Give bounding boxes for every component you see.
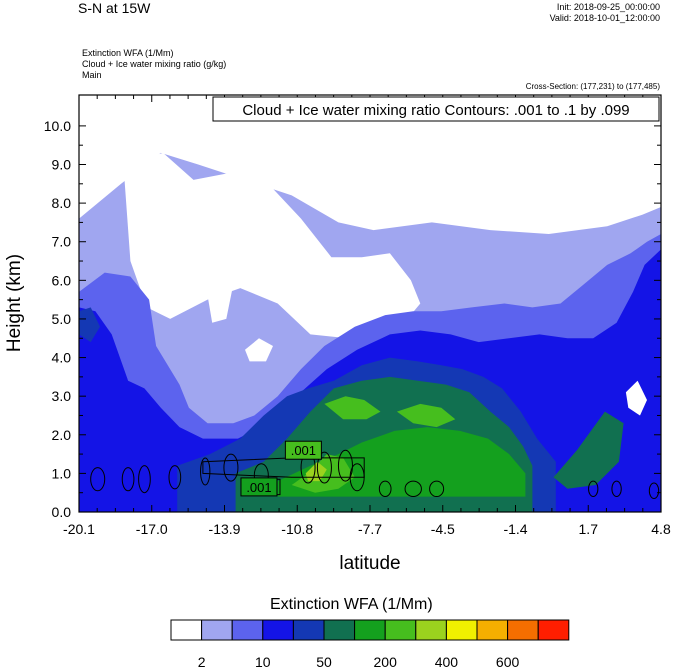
extinction-region-11 <box>553 411 624 489</box>
y-tick-label: 1.0 <box>52 465 72 481</box>
y-tick-label: 6.0 <box>52 272 72 288</box>
cloud-contour-cell-15 <box>611 480 622 498</box>
contour-label-box <box>284 440 322 460</box>
y-tick-label: 5.0 <box>52 311 72 327</box>
y-tick-label: 7.0 <box>52 234 72 250</box>
colorbar-swatch-4 <box>292 619 325 641</box>
extinction-region-10 <box>305 461 327 482</box>
colorbar-swatch-0 <box>170 619 203 641</box>
x-tick-label: -17.0 <box>136 521 168 537</box>
x-tick-label: -7.7 <box>358 521 382 537</box>
colorbar-label: 10 <box>255 654 271 668</box>
contour-label: .001 <box>291 443 316 458</box>
colorbar-swatch-12 <box>537 619 570 641</box>
colorbar-label: 2 <box>198 654 206 668</box>
colorbar-swatch-1 <box>201 619 233 641</box>
field-extinction: Extinction WFA (1/Mm) <box>82 48 174 58</box>
init-time: Init: 2018-09-25_00:00:00 <box>556 2 660 12</box>
x-tick-label: 1.7 <box>579 521 599 537</box>
cloud-contour-cell-12 <box>404 480 422 498</box>
cloud-contour-cell-3 <box>168 465 182 490</box>
x-tick-label: -10.8 <box>281 521 313 537</box>
field-cloud-ice: Cloud + Ice water mixing ratio (g/kg) <box>82 59 227 69</box>
cloud-contour-cell-11 <box>378 480 392 498</box>
colorbar-label: 200 <box>374 654 398 668</box>
contour-label-box <box>240 477 278 497</box>
contour-label: .001 <box>246 480 271 495</box>
x-tick-label: 4.8 <box>651 521 671 537</box>
y-tick-label: 10.0 <box>44 118 71 134</box>
extinction-region-14 <box>207 272 234 323</box>
y-tick-label: 0.0 <box>52 504 72 520</box>
main-title: S-N at 15W <box>78 0 151 16</box>
field-list: Extinction WFA (1/Mm) Cloud + Ice water … <box>82 48 226 81</box>
extinction-region-12 <box>625 380 647 416</box>
run-times: Init: 2018-09-25_00:00:00 Valid: 2018-10… <box>550 2 660 24</box>
cloud-contour-cell-1 <box>121 467 135 492</box>
x-tick-label: -20.1 <box>63 521 95 537</box>
colorbar-title: Extinction WFA (1/Mm) <box>270 596 433 613</box>
x-tick-label: -1.4 <box>503 521 527 537</box>
colorbar-swatch-6 <box>354 619 386 641</box>
cloud-contour-cell-14 <box>588 480 599 498</box>
colorbar-label: 50 <box>316 654 332 668</box>
cloud-contour-cell-5 <box>223 453 239 482</box>
field-main: Main <box>82 70 102 80</box>
extinction-region-9 <box>396 403 456 428</box>
colorbar-swatch-10 <box>476 619 509 641</box>
cloud-contour-cell-2 <box>138 465 151 494</box>
x-axis-label: latitude <box>339 553 400 574</box>
extinction-region-8 <box>324 396 381 420</box>
cloud-contour-cell-4 <box>200 457 211 486</box>
y-axis-label: Height (km) <box>4 254 25 352</box>
chart-title: Cloud + Ice water mixing ratio Contours:… <box>242 102 629 119</box>
x-tick-label: -4.5 <box>431 521 455 537</box>
cross-section-label: Cross-Section: (177,231) to (177,485) <box>525 82 660 91</box>
colorbar-swatch-7 <box>384 619 417 641</box>
colorbar-swatch-8 <box>415 619 447 641</box>
colorbar-label: 400 <box>435 654 459 668</box>
y-tick-label: 4.0 <box>52 350 72 366</box>
y-tick-label: 2.0 <box>52 427 72 443</box>
extinction-region-1 <box>123 152 421 339</box>
colorbar-swatch-2 <box>231 619 264 641</box>
y-tick-label: 8.0 <box>52 195 72 211</box>
contour-title-box <box>212 96 660 122</box>
colorbar-swatch-11 <box>507 619 539 641</box>
colorbar-swatch-3 <box>262 619 294 641</box>
colorbar-swatch-5 <box>323 619 356 641</box>
y-tick-label: 3.0 <box>52 388 72 404</box>
cloud-contour-cell-0 <box>90 467 106 492</box>
colorbar-label: 600 <box>496 654 520 668</box>
extinction-region-15 <box>79 307 100 343</box>
x-tick-label: -13.9 <box>209 521 241 537</box>
colorbar-swatch-9 <box>445 619 478 641</box>
extinction-region-13 <box>245 338 273 362</box>
cloud-contour-cell-8 <box>316 451 332 484</box>
cloud-contour-cell-9 <box>337 449 353 482</box>
cloud-contour-cell-16 <box>648 482 660 499</box>
y-tick-label: 9.0 <box>52 157 72 173</box>
cloud-contour-cell-13 <box>429 480 445 498</box>
valid-time: Valid: 2018-10-01_12:00:00 <box>549 13 660 23</box>
